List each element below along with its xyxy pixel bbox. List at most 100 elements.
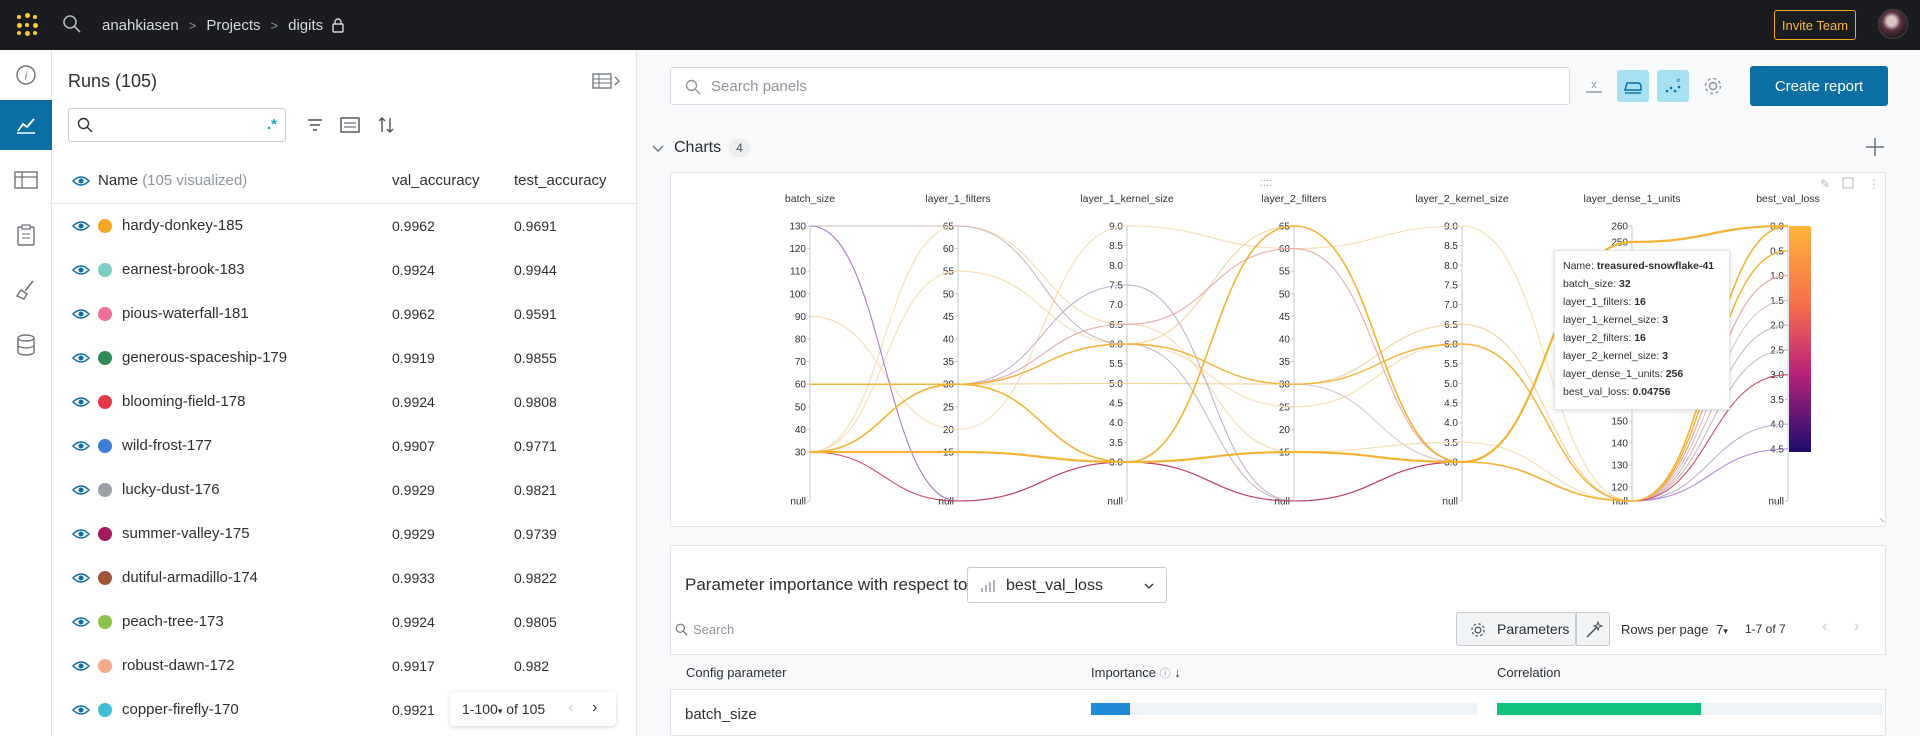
expand-table-icon[interactable] — [592, 72, 622, 90]
eye-icon[interactable] — [72, 439, 90, 453]
name-column-header[interactable]: Name (105 visualized) — [98, 172, 247, 189]
eye-icon[interactable] — [72, 175, 90, 187]
run-color-dot[interactable] — [98, 219, 112, 233]
eye-icon[interactable] — [72, 263, 90, 277]
regex-toggle[interactable]: .* — [266, 116, 277, 133]
run-name[interactable]: summer-valley-175 — [122, 525, 250, 542]
breadcrumb-user[interactable]: anahkiasen — [102, 16, 179, 34]
runs-search-input[interactable]: .* — [68, 108, 286, 142]
table-row[interactable]: peach-tree-173 0.9924 0.9805 — [52, 600, 637, 644]
resize-handle-icon[interactable] — [1879, 517, 1885, 523]
run-color-dot[interactable] — [98, 263, 112, 277]
table-row[interactable]: pious-waterfall-181 0.9962 0.9591 — [52, 292, 637, 336]
wandb-logo-icon[interactable] — [14, 12, 40, 38]
drag-handle-icon[interactable]: :::: — [1260, 177, 1272, 189]
add-panel-icon[interactable] — [1864, 136, 1886, 158]
group-icon[interactable] — [339, 114, 361, 136]
parallel-coordinates-chart[interactable]: :::: ✎ ⋮batch_size130120110100908070605040… — [670, 172, 1886, 527]
correlation-header[interactable]: Correlation — [1497, 665, 1561, 680]
next-page-icon[interactable]: › — [1854, 618, 1860, 635]
run-name[interactable]: earnest-brook-183 — [122, 261, 245, 278]
run-color-dot[interactable] — [98, 527, 112, 541]
highlighted-run-line[interactable] — [810, 224, 1789, 464]
run-color-dot[interactable] — [98, 351, 112, 365]
auto-params-button[interactable] — [1576, 612, 1610, 646]
run-name[interactable]: pious-waterfall-181 — [122, 305, 249, 322]
next-page-icon[interactable]: › — [592, 699, 598, 716]
table-row[interactable]: generous-spaceship-179 0.9919 0.9855 — [52, 336, 637, 380]
config-parameter-header[interactable]: Config parameter — [686, 665, 787, 680]
breadcrumb-project[interactable]: digits — [288, 16, 324, 34]
charts-section-header[interactable]: Charts 4 — [650, 136, 750, 160]
run-name[interactable]: hardy-donkey-185 — [122, 217, 243, 234]
invite-team-button[interactable]: Invite Team — [1774, 10, 1856, 40]
smoothing-button[interactable] — [1617, 70, 1649, 102]
eye-icon[interactable] — [72, 703, 90, 717]
breadcrumb-projects[interactable]: Projects — [206, 16, 261, 34]
run-name[interactable]: peach-tree-173 — [122, 613, 224, 630]
sort-icon[interactable] — [375, 114, 397, 136]
run-name[interactable]: wild-frost-177 — [122, 437, 213, 454]
highlighted-run-line[interactable] — [810, 250, 1789, 502]
search-icon[interactable] — [62, 14, 82, 34]
rows-per-page[interactable]: Rows per page 7▾ — [1621, 622, 1728, 637]
run-name[interactable]: lucky-dust-176 — [122, 481, 220, 498]
run-name[interactable]: dutiful-armadillo-174 — [122, 569, 258, 586]
run-name[interactable]: robust-dawn-172 — [122, 657, 235, 674]
rail-overview[interactable]: i — [0, 50, 52, 100]
loss-color-scale — [1789, 226, 1811, 452]
create-report-button[interactable]: Create report — [1750, 66, 1888, 106]
eye-icon[interactable] — [72, 527, 90, 541]
test-accuracy-header[interactable]: test_accuracy — [514, 172, 607, 189]
search-panels-input[interactable]: Search panels — [670, 67, 1570, 105]
eye-icon[interactable] — [72, 307, 90, 321]
settings-button[interactable] — [1697, 70, 1729, 102]
eye-icon[interactable] — [72, 219, 90, 233]
eye-icon[interactable] — [72, 395, 90, 409]
run-color-dot[interactable] — [98, 703, 112, 717]
rail-sweeps[interactable] — [0, 265, 52, 315]
table-row[interactable]: earnest-brook-183 0.9924 0.9944 — [52, 248, 637, 292]
table-row[interactable]: blooming-field-178 0.9924 0.9808 — [52, 380, 637, 424]
eye-icon[interactable] — [72, 615, 90, 629]
more-icon[interactable]: ⋮ — [1868, 177, 1880, 191]
table-row[interactable]: dutiful-armadillo-174 0.9933 0.9822 — [52, 556, 637, 600]
run-color-dot[interactable] — [98, 659, 112, 673]
prev-page-icon[interactable]: ‹ — [568, 699, 574, 716]
importance-search-input[interactable]: Search — [693, 622, 735, 637]
eye-icon[interactable] — [72, 351, 90, 365]
importance-header[interactable]: Importance ⓘ ↓ — [1091, 665, 1181, 681]
pager-range[interactable]: 1-100▾ of 105 — [462, 701, 545, 717]
table-row[interactable]: hardy-donkey-185 0.9962 0.9691 — [52, 204, 637, 248]
run-color-dot[interactable] — [98, 307, 112, 321]
rail-reports[interactable] — [0, 210, 52, 260]
eye-icon[interactable] — [72, 571, 90, 585]
run-color-dot[interactable] — [98, 439, 112, 453]
rail-artifacts[interactable] — [0, 320, 52, 370]
prev-page-icon[interactable]: ‹ — [1822, 618, 1828, 635]
outliers-button[interactable]: × — [1657, 70, 1689, 102]
parameters-button[interactable]: Parameters — [1456, 612, 1576, 646]
table-row[interactable]: lucky-dust-176 0.9929 0.9821 — [52, 468, 637, 512]
table-row[interactable]: summer-valley-175 0.9929 0.9739 — [52, 512, 637, 556]
edit-icon[interactable]: ✎ — [1820, 177, 1830, 191]
table-row[interactable]: wild-frost-177 0.9907 0.9771 — [52, 424, 637, 468]
filter-icon[interactable] — [304, 114, 326, 136]
importance-target-select[interactable]: best_val_loss — [967, 567, 1167, 603]
run-color-dot[interactable] — [98, 571, 112, 585]
run-color-dot[interactable] — [98, 483, 112, 497]
avatar[interactable] — [1878, 9, 1908, 39]
eye-icon[interactable] — [72, 483, 90, 497]
fullscreen-icon[interactable] — [1842, 177, 1854, 189]
eye-icon[interactable] — [72, 659, 90, 673]
run-color-dot[interactable] — [98, 395, 112, 409]
x-axis-settings-button[interactable]: x — [1578, 70, 1610, 102]
val-accuracy-header[interactable]: val_accuracy — [392, 172, 480, 189]
run-name[interactable]: generous-spaceship-179 — [122, 349, 288, 366]
run-name[interactable]: copper-firefly-170 — [122, 701, 239, 718]
rail-charts[interactable] — [0, 100, 52, 150]
run-color-dot[interactable] — [98, 615, 112, 629]
table-row[interactable]: robust-dawn-172 0.9917 0.982 — [52, 644, 637, 688]
rail-table[interactable] — [0, 155, 52, 205]
run-name[interactable]: blooming-field-178 — [122, 393, 246, 410]
